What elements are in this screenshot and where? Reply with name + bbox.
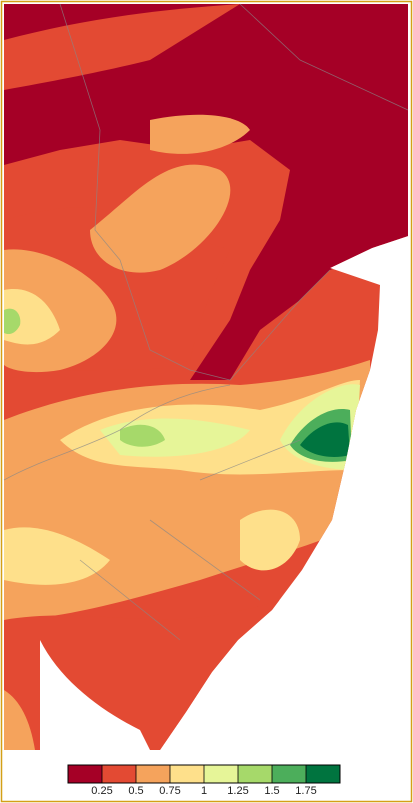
map-fill: [4, 4, 408, 750]
legend-tick-label: 0.25: [91, 785, 112, 797]
region: [120, 424, 165, 447]
legend-swatch: [204, 765, 238, 783]
legend-swatch: [102, 765, 136, 783]
region: [300, 422, 350, 457]
region: [4, 289, 60, 345]
legend: 0.25 0.5 0.75 1 1.25 1.5 1.75: [67, 764, 341, 797]
water: [40, 640, 150, 750]
legend-swatch: [272, 765, 306, 783]
boundaries: [3, 3, 409, 641]
region: [4, 690, 35, 750]
legend-swatch: [306, 765, 340, 783]
legend-swatch: [170, 765, 204, 783]
legend-swatch: [238, 765, 272, 783]
region: [150, 114, 250, 154]
legend-tick-label: 0.5: [128, 785, 143, 797]
region: [240, 509, 300, 571]
region: [4, 308, 21, 335]
legend-tick-label: 1.5: [264, 785, 279, 797]
legend-tick-label: 1.25: [227, 785, 248, 797]
legend-tick-label: 1: [201, 785, 207, 797]
region: [4, 4, 240, 90]
region: [90, 164, 231, 273]
region: [4, 4, 408, 380]
legend-swatch: [68, 765, 102, 783]
legend-swatch: [136, 765, 170, 783]
legend-tick-label: 1.75: [295, 785, 316, 797]
legend-tick-label: 0.75: [159, 785, 180, 797]
region: [4, 527, 110, 585]
